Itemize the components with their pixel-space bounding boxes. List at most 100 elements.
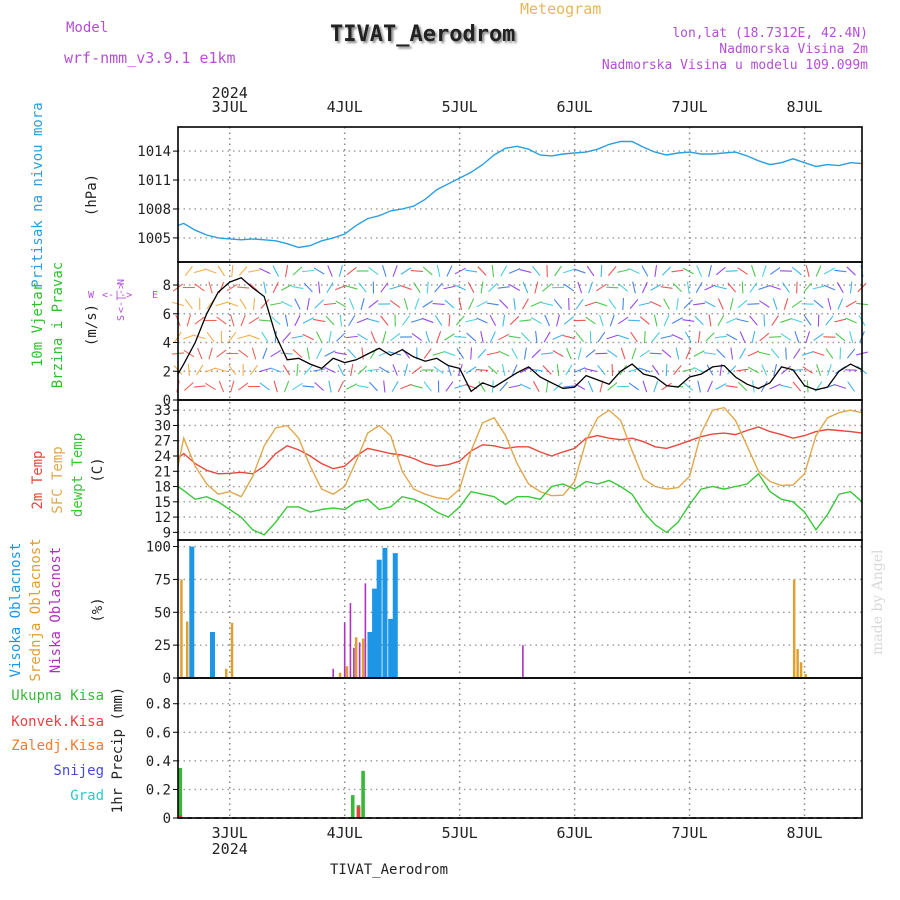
- wind-arrow: [272, 265, 279, 277]
- wind-arrow: [280, 300, 293, 308]
- wind-arrow: [815, 265, 822, 277]
- cloud-bar-mid_cloud: [338, 672, 342, 678]
- wind-arrow: [682, 319, 695, 322]
- wind-arrow: [834, 269, 847, 273]
- wind-arrow: [845, 317, 857, 324]
- wind-arrow: [672, 282, 683, 293]
- wind-arrow: [519, 269, 532, 273]
- wind-arrow: [486, 302, 499, 306]
- y-tick-label: 18: [154, 480, 171, 496]
- wind-arrow: [187, 363, 190, 377]
- wind-arrow: [661, 382, 672, 391]
- day-label-bottom: 3JUL: [212, 824, 248, 842]
- wind-arrow: [586, 265, 595, 277]
- model-name: wrf-nmm_v3.9.1 e1km: [64, 49, 236, 67]
- wind-arrow: [251, 347, 257, 360]
- wind-arrow: [683, 382, 694, 391]
- wind-arrow: [489, 331, 496, 343]
- wind-arrow: [486, 351, 499, 356]
- wind-arrow: [303, 365, 313, 375]
- wind-arrow: [673, 365, 682, 375]
- y-tick-label: 9: [163, 525, 171, 541]
- pressure-line: [177, 140, 863, 249]
- wind-arrow: [302, 269, 315, 273]
- wind-arrow: [382, 265, 387, 277]
- wind-arrow: [501, 364, 506, 376]
- wind-arrow: [448, 314, 451, 327]
- wind-arrow: [682, 267, 694, 275]
- wind-arrow: [511, 364, 518, 376]
- wind-arrow: [599, 380, 604, 393]
- wind-arrow: [682, 368, 695, 372]
- wind-arrow: [324, 350, 336, 357]
- wind-arrow: [849, 331, 854, 343]
- wind-arrow: [708, 265, 712, 277]
- wind-arrow: [368, 381, 378, 392]
- wind-arrow: [238, 349, 249, 358]
- wind-arrow: [805, 331, 811, 343]
- wind-arrow: [675, 347, 680, 360]
- wind-arrow: [761, 265, 767, 277]
- wind-arrow: [194, 283, 205, 292]
- precip-legend-item: Ukupna Kisa: [11, 688, 104, 704]
- wind-arrow: [695, 281, 703, 294]
- cloud-bar-mid_cloud: [180, 579, 183, 678]
- wind-arrow: [758, 285, 771, 290]
- wind-arrow: [334, 351, 347, 356]
- wind-arrow: [498, 350, 510, 357]
- wind-arrow: [270, 316, 281, 325]
- wind-arrow: [477, 348, 487, 359]
- wind-arrow: [606, 286, 619, 289]
- station-footer: TIVAT_Aerodrom: [330, 862, 449, 878]
- wind-arrow: [837, 298, 844, 310]
- wind-arrow: [306, 347, 310, 360]
- wind-arrow: [402, 315, 410, 326]
- wind-axis-label-2: Brzina i Pravac: [50, 262, 66, 388]
- wind-arrow: [825, 348, 834, 359]
- wind-arrow: [563, 283, 575, 292]
- day-label-top: 6JUL: [557, 98, 593, 116]
- wind-arrow: [587, 380, 594, 393]
- wind-arrow: [454, 336, 467, 338]
- wind-arrow: [269, 367, 282, 373]
- wind-arrow: [508, 335, 521, 339]
- wind-arrow: [239, 298, 247, 310]
- temp-line-tsfc: [177, 406, 863, 501]
- wind-arrow: [714, 335, 727, 339]
- wind-arrow: [791, 300, 803, 308]
- wind-arrow: [780, 384, 792, 389]
- model-label: Model: [66, 20, 109, 36]
- wind-arrow: [230, 380, 235, 393]
- wind-arrow: [715, 383, 727, 390]
- wind-arrow: [780, 333, 792, 341]
- wind-arrow: [600, 264, 603, 278]
- temp-axis-label-dewpt: dewpt Temp: [70, 433, 86, 517]
- wind-arrow: [650, 284, 662, 291]
- wind-arrow: [573, 367, 586, 373]
- wind-arrow: [378, 366, 390, 374]
- wind-arrow: [282, 332, 291, 342]
- cloud-axis-label-mid: Srednja Oblacnost: [28, 538, 44, 681]
- wind-arrow: [790, 318, 803, 323]
- wind-arrow: [390, 332, 401, 342]
- wind-arrow: [465, 318, 478, 323]
- panel-frame: [177, 261, 863, 401]
- wind-arrow: [324, 366, 336, 374]
- wind-arrow: [803, 315, 812, 326]
- wind-arrow: [737, 267, 748, 275]
- wind-arrow: [454, 267, 466, 275]
- wind-arrow: [410, 318, 423, 323]
- wind-arrow: [737, 299, 748, 309]
- wind-arrow: [511, 347, 518, 360]
- wind-arrow: [575, 298, 584, 310]
- wind-arrow: [392, 364, 398, 376]
- wind-arrow: [577, 347, 582, 360]
- wind-arrow: [736, 318, 749, 323]
- wind-arrow: [617, 334, 629, 340]
- y-tick-label: 25: [154, 638, 171, 654]
- wind-arrow: [773, 364, 778, 376]
- wind-arrow: [403, 298, 409, 310]
- wind-arrow: [502, 314, 506, 327]
- wind-arrow: [498, 333, 510, 341]
- wind-arrow: [477, 266, 487, 276]
